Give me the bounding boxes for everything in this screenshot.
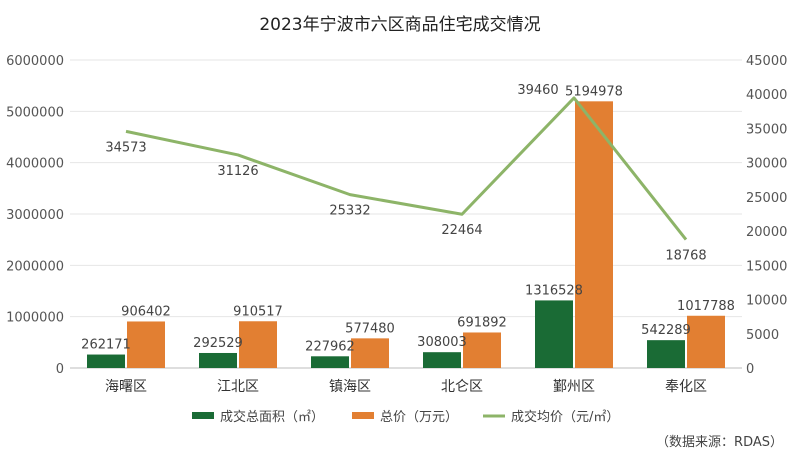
left-tick-label: 0 <box>56 362 64 377</box>
category-label: 鄞州区 <box>553 379 595 395</box>
area-data-label: 262171 <box>81 338 131 353</box>
right-tick-label: 30000 <box>746 157 787 172</box>
data-labels: 262171 906402 292529 910517 227962 577480 3080… <box>81 83 735 354</box>
avg-price-line <box>125 96 688 241</box>
total-price-bar <box>127 321 165 368</box>
right-tick-label: 5000 <box>746 328 779 343</box>
left-tick-label: 1000000 <box>6 311 64 326</box>
legend: 成交总面积（㎡） 总价（万元） 成交均价（元/㎡） <box>192 409 619 425</box>
category-label: 海曙区 <box>105 379 147 395</box>
category-labels: 海曙区 江北区 镇海区 北仑区 鄞州区 奉化区 <box>105 379 707 395</box>
avg-price-data-label: 22464 <box>441 223 482 238</box>
area-data-label: 308003 <box>417 335 467 350</box>
avg-price-data-label: 34573 <box>105 140 146 155</box>
avg-price-data-label: 25332 <box>329 204 370 219</box>
legend-swatch <box>352 412 374 419</box>
right-tick-label: 15000 <box>746 259 787 274</box>
right-tick-label: 20000 <box>746 225 787 240</box>
total-price-data-label: 5194978 <box>565 84 623 99</box>
total-price-data-label: 906402 <box>121 304 171 319</box>
right-tick-label: 0 <box>746 362 754 377</box>
area-data-label: 227962 <box>305 339 355 354</box>
gridlines <box>70 59 742 369</box>
area-bar <box>87 354 125 368</box>
category-label: 江北区 <box>217 379 259 395</box>
left-tick-label: 3000000 <box>6 208 64 223</box>
legend-label: 成交总面积（㎡） <box>220 409 324 425</box>
area-data-label: 542289 <box>641 323 691 338</box>
right-tick-label: 35000 <box>746 122 787 137</box>
area-bar <box>311 356 349 368</box>
bars <box>87 101 725 368</box>
right-tick-label: 10000 <box>746 294 787 309</box>
avg-price-data-label: 39460 <box>517 83 558 98</box>
area-bar <box>199 352 237 368</box>
total-price-data-label: 910517 <box>233 304 283 319</box>
area-data-label: 292529 <box>193 336 243 351</box>
total-price-bar <box>575 101 613 368</box>
left-axis: 0 1000000 2000000 3000000 4000000 5000000 6000… <box>6 54 64 377</box>
total-price-bar <box>463 332 501 368</box>
total-price-bar <box>351 338 389 368</box>
right-tick-label: 25000 <box>746 191 787 206</box>
right-axis: 0 5000 10000 15000 20000 25000 30000 35000 40000… <box>746 54 787 377</box>
chart-title: 2023年宁波市六区商品住宅成交情况 <box>259 15 540 35</box>
area-bar <box>647 340 685 368</box>
left-tick-label: 2000000 <box>6 259 64 274</box>
legend-swatch <box>192 412 214 419</box>
total-price-data-label: 691892 <box>457 315 507 330</box>
total-price-bar <box>687 315 725 368</box>
legend-label: 成交均价（元/㎡） <box>511 409 619 425</box>
right-tick-label: 45000 <box>746 54 787 69</box>
left-tick-label: 5000000 <box>6 105 64 120</box>
legend-label: 总价（万元） <box>380 410 458 425</box>
total-price-data-label: 1017788 <box>677 299 735 314</box>
avg-price-data-label: 31126 <box>217 164 258 179</box>
total-price-data-label: 577480 <box>345 321 395 336</box>
avg-price-data-label: 18768 <box>665 249 706 264</box>
left-tick-label: 4000000 <box>6 157 64 172</box>
source-note: （数据来源：RDAS） <box>656 435 783 450</box>
left-tick-label: 6000000 <box>6 54 64 69</box>
area-bar <box>535 300 573 368</box>
right-tick-label: 40000 <box>746 88 787 103</box>
line-series <box>125 96 688 241</box>
area-bar <box>423 352 461 368</box>
category-label: 镇海区 <box>329 379 371 395</box>
area-data-label: 1316528 <box>525 283 583 298</box>
category-label: 奉化区 <box>665 379 707 395</box>
category-label: 北仑区 <box>441 379 483 395</box>
total-price-bar <box>239 321 277 368</box>
